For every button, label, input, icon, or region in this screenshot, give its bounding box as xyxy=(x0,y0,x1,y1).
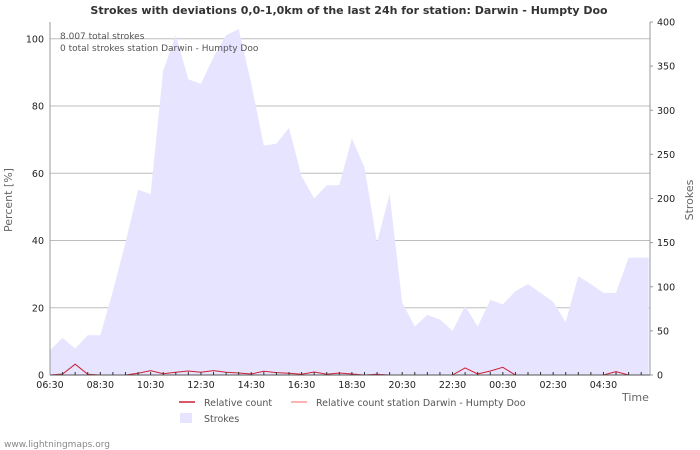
right-axis-ticks: 0 50 100 150 200 250 300 350 400 xyxy=(650,18,675,382)
chart-title: Strokes with deviations 0,0-1,0km of the… xyxy=(90,4,608,17)
x-tick-label: 02:30 xyxy=(539,380,566,391)
legend: Relative count Relative count station Da… xyxy=(179,398,526,425)
legend-relative-count-label: Relative count xyxy=(204,398,272,409)
right-tick-label: 350 xyxy=(657,62,675,73)
legend-strokes-swatch xyxy=(180,413,192,423)
right-tick-label: 300 xyxy=(657,106,675,117)
left-tick-label: 0 xyxy=(38,371,44,382)
site-credit: www.lightningmaps.org xyxy=(4,440,110,450)
left-tick-label: 20 xyxy=(32,303,44,314)
x-tick-label: 14:30 xyxy=(238,380,265,391)
x-axis-label: Time xyxy=(621,391,649,404)
x-tick-label: 12:30 xyxy=(187,380,214,391)
strokes-area xyxy=(50,29,649,375)
total-strokes-note: 8.007 total strokes xyxy=(60,32,145,42)
x-tick-label: 16:30 xyxy=(288,380,315,391)
right-tick-label: 150 xyxy=(657,238,675,249)
legend-strokes-label: Strokes xyxy=(204,414,239,425)
right-axis-label: Strokes xyxy=(683,179,696,220)
left-tick-label: 80 xyxy=(32,102,44,113)
left-tick-label: 40 xyxy=(32,236,44,247)
right-tick-label: 100 xyxy=(657,282,675,293)
left-axis-ticks: 0 20 40 60 80 100 xyxy=(26,34,44,381)
left-axis-label: Percent [%] xyxy=(2,168,15,232)
right-tick-label: 0 xyxy=(657,371,663,382)
right-tick-label: 250 xyxy=(657,150,675,161)
strokes-area-layer xyxy=(50,29,649,375)
x-tick-label: 20:30 xyxy=(389,380,416,391)
station-strokes-note: 0 total strokes station Darwin - Humpty … xyxy=(60,44,259,54)
x-tick-label: 10:30 xyxy=(137,380,164,391)
left-tick-label: 100 xyxy=(26,34,44,45)
x-tick-label: 08:30 xyxy=(87,380,114,391)
right-tick-label: 400 xyxy=(657,18,675,29)
left-tick-label: 60 xyxy=(32,169,44,180)
right-tick-label: 200 xyxy=(657,194,675,205)
right-tick-label: 50 xyxy=(657,326,669,337)
x-tick-label: 00:30 xyxy=(489,380,516,391)
x-tick-label: 18:30 xyxy=(338,380,365,391)
x-tick-label: 22:30 xyxy=(439,380,466,391)
x-tick-label: 06:30 xyxy=(36,380,63,391)
x-axis-ticks: 06:30 08:30 10:30 12:30 14:30 16:30 18:30 20:30… xyxy=(36,372,642,391)
x-tick-label: 04:30 xyxy=(590,380,617,391)
legend-station-count-label: Relative count station Darwin - Humpty D… xyxy=(316,398,526,409)
